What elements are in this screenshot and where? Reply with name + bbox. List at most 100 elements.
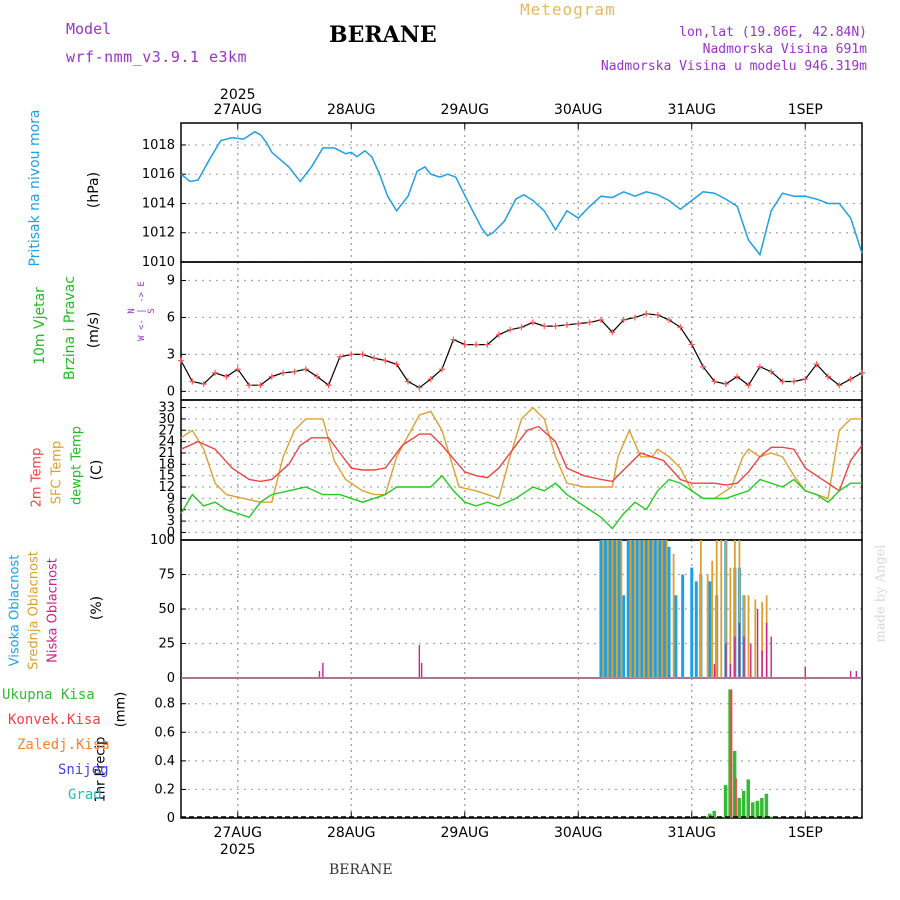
y-tick-label: 33 xyxy=(158,401,175,416)
wind-marker xyxy=(643,310,650,317)
wind-marker xyxy=(541,323,548,330)
wind-marker xyxy=(654,311,661,318)
wind-marker xyxy=(348,351,355,358)
wind-marker xyxy=(359,351,366,358)
wind-marker xyxy=(597,316,604,323)
total-precip-bar xyxy=(732,750,737,818)
total-precip-bar xyxy=(764,793,769,818)
y-tick-label: 15 xyxy=(158,469,175,484)
x-tick-label-top: 28AUG xyxy=(327,102,376,118)
wind-marker xyxy=(711,378,718,385)
y-tick-label: 18 xyxy=(158,457,175,472)
wind-marker xyxy=(768,368,775,375)
year-label-top: 2025 xyxy=(220,87,256,103)
wind-marker xyxy=(234,366,241,373)
wind-marker xyxy=(257,382,264,389)
y-tick-label: 9 xyxy=(167,491,175,506)
wind-marker xyxy=(802,376,809,383)
wind-marker xyxy=(427,376,434,383)
wind-marker xyxy=(779,378,786,385)
y-tick-label: 0.6 xyxy=(154,725,175,740)
y-tick-label: 0 xyxy=(167,384,175,399)
x-tick-label-top: 31AUG xyxy=(668,102,717,118)
panel-frame xyxy=(180,539,863,679)
x-tick-label-bottom: 27AUG xyxy=(214,825,263,841)
dewpoint-line xyxy=(180,474,862,530)
wind-marker xyxy=(756,363,763,370)
wind-marker xyxy=(370,355,377,362)
total-precip-bar xyxy=(723,785,728,818)
legend-conv-rain: Konvek.Kisa xyxy=(8,712,101,728)
total-precip-bar xyxy=(707,813,712,818)
lonlat-label: lon,lat (19.86E, 42.84N) xyxy=(679,25,867,40)
wind-marker xyxy=(609,329,616,336)
y-tick-label: 1018 xyxy=(142,138,175,153)
y-tick-label: 9 xyxy=(167,273,175,288)
total-precip-bar xyxy=(751,802,755,818)
wind-marker xyxy=(291,368,298,375)
total-precip-bar xyxy=(712,810,716,818)
conv-precip-bar xyxy=(730,689,733,818)
wind-marker xyxy=(518,324,525,331)
y-tick-label: 12 xyxy=(158,480,175,495)
total-precip-bar xyxy=(741,790,746,818)
y-tick-label: 21 xyxy=(158,446,175,461)
x-tick-label-bottom: 30AUG xyxy=(554,825,603,841)
wind-marker xyxy=(382,357,389,364)
wind-marker xyxy=(847,376,854,383)
wind-marker xyxy=(586,319,593,326)
temp-2m-line xyxy=(180,425,863,492)
y-tick-label: 3 xyxy=(167,347,175,362)
conv-precip-bar xyxy=(734,778,737,818)
wind-marker xyxy=(813,361,820,368)
wind-marker xyxy=(734,373,741,380)
wind-marker xyxy=(677,324,684,331)
x-tick-label-bottom: 28AUG xyxy=(327,825,376,841)
y-tick-label: 100 xyxy=(150,533,175,548)
y-tick-label: 0.2 xyxy=(154,782,175,797)
y-tick-label: 3 xyxy=(167,514,175,529)
x-tick-label-top: 1SEP xyxy=(788,102,823,118)
wind-marker xyxy=(507,326,514,333)
wind-marker xyxy=(246,382,253,389)
wind-marker xyxy=(836,382,843,389)
wind-marker xyxy=(632,314,638,321)
wind-marker xyxy=(666,316,673,323)
wind-marker xyxy=(575,320,582,327)
total-precip-bar xyxy=(746,779,750,818)
wind-marker xyxy=(552,323,559,330)
wind-marker xyxy=(745,382,752,389)
y-tick-label: 6 xyxy=(167,503,175,518)
panel-frame xyxy=(180,261,863,401)
total-precip-bar xyxy=(755,800,760,818)
wind-marker xyxy=(302,366,309,373)
wind-marker xyxy=(461,341,468,348)
y-tick-label: 27 xyxy=(158,423,175,438)
year-label-bottom: 2025 xyxy=(220,842,256,858)
legend-freezing-rain: Zaledj.Kisa xyxy=(17,737,110,753)
y-tick-label: 0.8 xyxy=(154,697,175,712)
wind-marker xyxy=(563,321,570,328)
legend-total-rain: Ukupna Kisa xyxy=(2,687,95,703)
y-tick-label: 1010 xyxy=(142,255,175,270)
model-elevation-label: Nadmorska Visina u modelu 946.319m xyxy=(600,59,867,74)
y-tick-label: 1014 xyxy=(142,196,175,211)
product-title: Meteogram xyxy=(520,0,616,19)
model-value: wrf-nmm_v3.9.1 e3km xyxy=(66,48,248,66)
wind-marker xyxy=(473,341,480,348)
wind-marker xyxy=(314,373,321,380)
wind-marker xyxy=(859,369,865,376)
wind-marker xyxy=(280,369,287,376)
wind-marker xyxy=(722,380,729,387)
y-tick-label: 0.4 xyxy=(154,754,175,769)
station-title: BERANE xyxy=(329,22,437,48)
y-tick-label: 30 xyxy=(158,412,175,427)
total-precip-bar xyxy=(728,689,732,818)
wind-marker xyxy=(393,361,400,368)
y-tick-label: 24 xyxy=(158,435,175,450)
wind-marker xyxy=(484,341,491,348)
wind-marker xyxy=(450,336,457,343)
model-label: Model xyxy=(66,20,112,38)
sfc-temp-line xyxy=(180,406,862,503)
